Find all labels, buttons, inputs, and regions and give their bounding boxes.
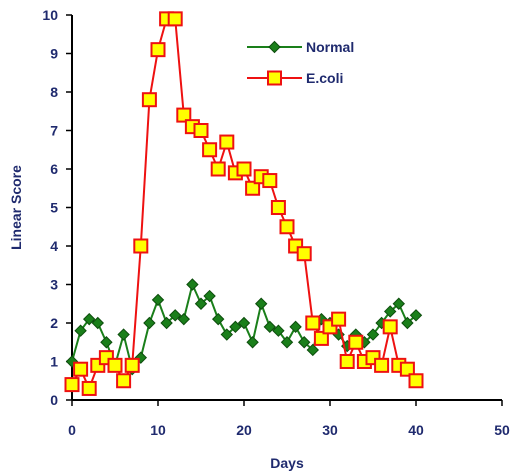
data-point	[150, 42, 166, 58]
data-point	[366, 328, 380, 341]
legend-item: E.coli	[247, 70, 343, 86]
data-point	[143, 316, 156, 330]
y-tick-label: 8	[50, 84, 58, 100]
y-axis-title: Linear Score	[8, 165, 24, 250]
data-point	[73, 361, 89, 377]
data-point	[374, 357, 390, 373]
data-point	[117, 328, 130, 341]
data-point	[176, 107, 192, 123]
data-point	[193, 123, 209, 138]
data-point	[167, 11, 183, 27]
data-point	[194, 297, 208, 310]
legend-marker	[268, 40, 281, 54]
data-point	[246, 336, 259, 349]
data-point	[331, 311, 347, 327]
data-point	[382, 319, 398, 335]
data-point	[229, 320, 242, 334]
data-point	[348, 334, 364, 350]
data-point	[270, 200, 286, 215]
data-point	[202, 142, 218, 158]
y-tick-label: 9	[50, 46, 58, 62]
x-tick-label: 20	[236, 422, 252, 438]
data-point	[186, 278, 199, 291]
data-point	[116, 373, 132, 389]
data-point	[408, 373, 424, 389]
y-tick-label: 0	[50, 392, 58, 408]
data-point	[203, 289, 216, 303]
data-point	[177, 312, 191, 326]
data-point	[339, 354, 355, 369]
y-tick-label: 7	[50, 123, 58, 139]
data-point	[220, 328, 234, 341]
data-point	[91, 316, 105, 330]
data-point	[107, 357, 123, 373]
data-point	[245, 180, 261, 196]
x-tick-label: 50	[494, 422, 510, 438]
data-point	[100, 336, 113, 349]
data-point	[392, 297, 406, 310]
data-point	[401, 316, 414, 330]
data-point	[237, 316, 251, 330]
legend-label: Normal	[306, 39, 354, 55]
data-point	[81, 380, 97, 396]
data-point	[383, 305, 397, 318]
data-point	[399, 361, 415, 377]
data-point	[211, 312, 225, 326]
data-point	[296, 246, 312, 262]
x-tick-label: 0	[68, 422, 76, 438]
data-point	[124, 357, 140, 373]
legend-label: E.coli	[306, 70, 343, 86]
data-point	[133, 238, 149, 254]
data-point	[219, 134, 235, 150]
axes: 0 1 2 3 4 5 6 7 8 9 10 0 10 20 30 40 50	[42, 7, 510, 438]
data-point	[297, 336, 311, 349]
data-point	[289, 320, 302, 334]
data-point	[168, 309, 182, 322]
x-tick-label: 10	[150, 422, 166, 438]
data-point	[262, 173, 278, 189]
y-tick-label: 5	[50, 200, 58, 216]
data-point	[279, 219, 295, 235]
data-point	[141, 92, 157, 108]
y-tick-label: 10	[42, 7, 58, 23]
y-tick-label: 2	[50, 315, 58, 331]
data-point	[272, 324, 285, 337]
series-layer	[64, 11, 424, 396]
y-tick-label: 4	[50, 238, 58, 254]
data-point	[210, 161, 226, 177]
legend-item: Normal	[247, 39, 354, 55]
data-point	[305, 315, 321, 331]
data-point	[151, 293, 165, 307]
data-point	[409, 309, 423, 322]
data-point	[64, 377, 80, 393]
series-e-coli	[64, 11, 424, 396]
data-point	[160, 316, 173, 330]
data-point	[313, 330, 329, 346]
data-point	[254, 297, 268, 310]
data-point	[82, 312, 96, 326]
x-tick-label: 40	[408, 422, 424, 438]
x-tick-label: 30	[322, 422, 338, 438]
data-point	[263, 320, 277, 334]
y-tick-label: 3	[50, 277, 58, 293]
y-tick-label: 6	[50, 161, 58, 177]
data-point	[74, 324, 87, 337]
data-point	[236, 161, 252, 177]
y-tick-label: 1	[50, 354, 58, 370]
legend: Normal E.coli	[247, 39, 354, 86]
legend-marker	[267, 70, 282, 86]
data-point	[306, 343, 320, 357]
x-axis-title: Days	[270, 455, 304, 471]
data-point	[280, 336, 294, 349]
